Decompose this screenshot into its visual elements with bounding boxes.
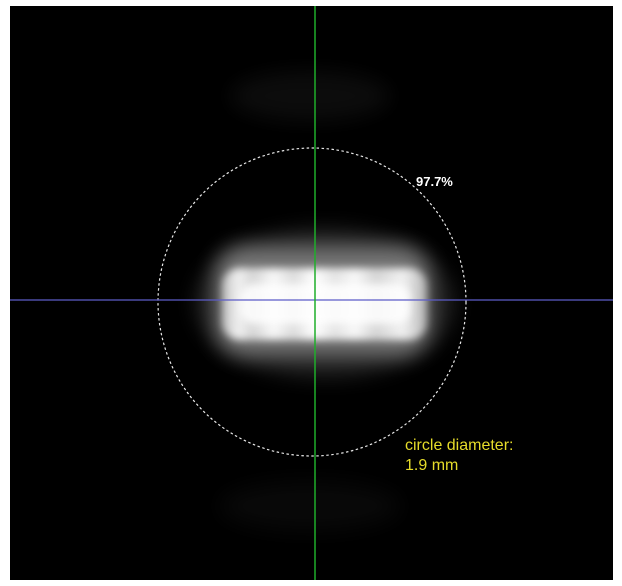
beam-profile-canvas	[10, 6, 613, 580]
background-noise	[220, 71, 400, 531]
measurement-circle	[157, 147, 467, 457]
beam-spot	[195, 228, 455, 378]
beam-profile-image: 97.7% circle diameter: 1.9 mm	[10, 6, 613, 580]
circle-diameter-caption: circle diameter:	[405, 437, 514, 454]
circle-diameter-annotation: circle diameter: 1.9 mm	[405, 436, 513, 476]
enclosed-energy-percent: 97.7%	[416, 174, 453, 189]
circle-diameter-value: 1.9 mm	[405, 457, 459, 474]
